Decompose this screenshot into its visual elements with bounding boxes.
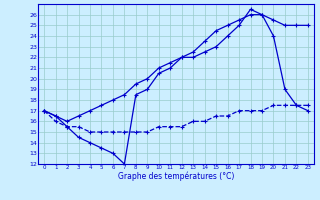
X-axis label: Graphe des températures (°C): Graphe des températures (°C) — [118, 172, 234, 181]
